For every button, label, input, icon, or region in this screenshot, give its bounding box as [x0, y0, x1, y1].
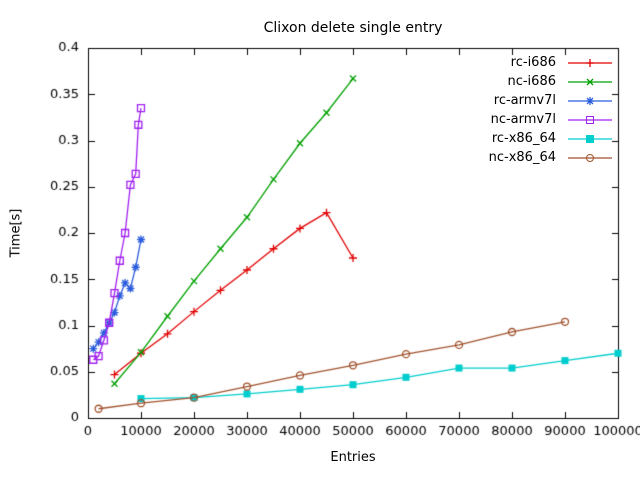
- chart-title: Clixon delete single entry: [263, 20, 443, 36]
- legend: rc-i686 nc-i686 rc-armv7l nc-armv7l rc-x86_6…: [489, 54, 614, 166]
- legend-label: rc-x86_64: [491, 131, 556, 146]
- legend-label: rc-armv7l: [493, 93, 556, 108]
- plus-icon: [568, 58, 612, 67]
- legend-label: nc-i686: [507, 74, 556, 89]
- square-filled-icon: [568, 134, 612, 143]
- y-axis-label: Time[s]: [8, 208, 24, 258]
- legend-item: rc-armv7l: [494, 92, 614, 109]
- asterisk-icon: [568, 96, 612, 105]
- legend-label: rc-i686: [510, 55, 556, 70]
- cross-icon: [568, 78, 612, 85]
- legend-label: nc-armv7l: [490, 112, 556, 127]
- legend-item: nc-i686: [507, 73, 614, 90]
- legend-item: rc-x86_64: [492, 130, 614, 147]
- legend-item: rc-i686: [511, 54, 614, 71]
- square-open-icon: [568, 115, 612, 124]
- x-axis-label: Entries: [330, 450, 376, 465]
- circle-open-icon: [568, 153, 612, 162]
- legend-label: nc-x86_64: [488, 150, 556, 165]
- legend-item: nc-armv7l: [491, 111, 614, 128]
- legend-item: nc-x86_64: [489, 149, 614, 166]
